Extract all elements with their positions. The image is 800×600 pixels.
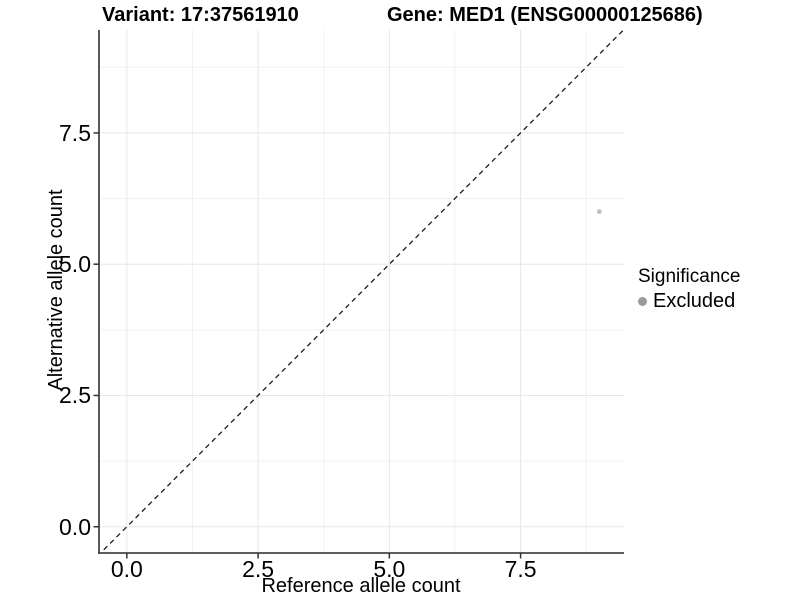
data-point (596, 209, 602, 215)
y-tick-label: 0.0 (59, 513, 91, 540)
identity-dashed-line (99, 30, 624, 553)
x-axis-title: Reference allele count (261, 575, 461, 597)
x-tick-label: 0.0 (110, 556, 143, 582)
x-tick-label: 5.0 (373, 556, 406, 582)
legend-title: Significance (638, 266, 741, 287)
legend-entry-label: Excluded (653, 290, 736, 312)
legend-key-dot-icon (638, 296, 647, 306)
y-tick-label: 5.0 (59, 251, 91, 278)
legend-entry-excluded: Excluded (638, 289, 740, 313)
y-tick-label: 7.5 (59, 119, 91, 146)
x-tick-label: 7.5 (504, 556, 537, 582)
y-tick-label: 2.5 (59, 382, 91, 409)
legend: Significance Excluded (638, 265, 740, 313)
variant-title: Variant: 17:37561910 (102, 4, 299, 26)
x-tick-label: 2.5 (242, 556, 275, 582)
gene-title: Gene: MED1 (ENSG00000125686) (387, 4, 703, 26)
y-axis-title: Alternative allele count (45, 189, 67, 391)
